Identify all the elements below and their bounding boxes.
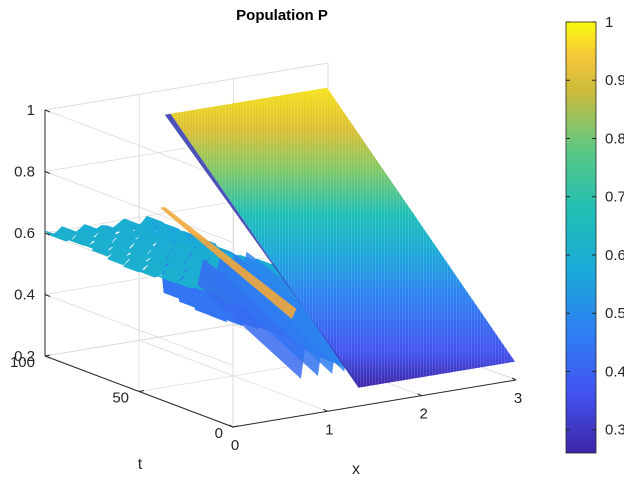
x-tick-mark	[417, 393, 422, 397]
x-tick-mark	[323, 408, 328, 412]
z-tick-mark	[44, 294, 51, 297]
chart-title: Population P	[236, 7, 328, 24]
z-tick-label: 0.2	[14, 348, 35, 365]
colorbar-tick-label: 0.3	[605, 422, 624, 439]
colorbar-tick-label: 0.8	[605, 130, 624, 147]
t-tick-label: 50	[112, 390, 129, 407]
x-axis-line	[232, 379, 517, 428]
surface-mesh-overlay	[170, 87, 516, 388]
axis-ticks: 0.2 0.4 0.6 0.8 1 0 1 2 3 0 50 100	[10, 102, 522, 454]
x-tick-mark	[511, 377, 517, 381]
colorbar: 0.3 0.4 0.5 0.6 0.7 0.8 0.9 1	[565, 14, 624, 454]
z-tick-mark	[44, 109, 51, 113]
z-tick-mark	[44, 232, 51, 236]
x-tick-label: 1	[325, 421, 333, 438]
x-tick-label: 3	[514, 390, 522, 407]
t-tick-mark	[232, 425, 239, 428]
surface-trough	[240, 251, 350, 372]
colorbar-tick-label: 1	[605, 14, 613, 31]
colorbar-bar	[565, 21, 597, 454]
z-tick-label: 0.4	[14, 287, 35, 304]
z-tick-label: 0.8	[14, 164, 35, 181]
t-tick-label: 100	[10, 354, 35, 371]
x-tick-label: 0	[231, 437, 239, 454]
colorbar-tick-label: 0.6	[605, 247, 624, 264]
t-tick-mark	[44, 354, 51, 357]
surface-highlight	[160, 207, 297, 319]
x-axis-label: x	[352, 461, 360, 478]
colorbar-tick-label: 0.7	[605, 189, 624, 206]
t-tick-label: 0	[215, 425, 223, 442]
colorbar-tick-label: 0.5	[605, 305, 624, 322]
x-tick-label: 2	[419, 406, 427, 423]
surface-cliff	[164, 113, 359, 388]
colorbar-tick-label: 0.9	[605, 72, 624, 89]
x-tick-mark	[228, 424, 234, 428]
colorbar-tick-label: 0.4	[605, 363, 624, 380]
z-tick-label: 0.6	[14, 225, 35, 242]
t-tick-mark	[138, 390, 145, 392]
z-tick-label: 1	[27, 102, 35, 119]
z-tick-mark	[44, 171, 51, 174]
y-axis-label: t	[138, 456, 143, 473]
surface-plot	[44, 87, 516, 388]
